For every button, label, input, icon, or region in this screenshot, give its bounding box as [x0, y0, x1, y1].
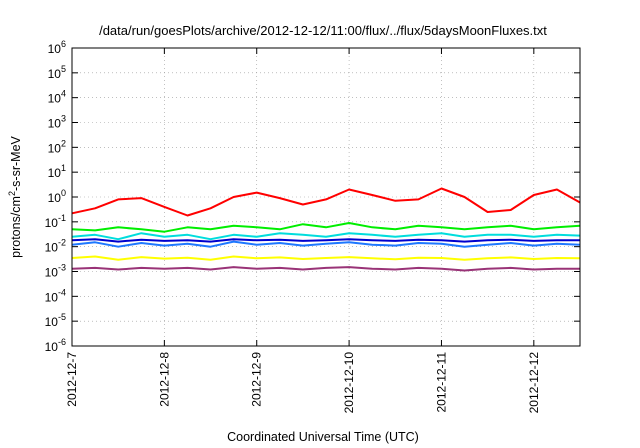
y-tick-label: 10-1	[45, 213, 66, 230]
x-tick-label: 2012-12-9	[250, 352, 264, 407]
svg-text:protons/cm2-s-sr-MeV: protons/cm2-s-sr-MeV	[7, 135, 23, 257]
plot-frame	[71, 47, 581, 347]
x-tick-label: 2012-12-7	[65, 352, 79, 407]
y-tick-label: 106	[48, 39, 66, 56]
y-tick-label: 10-4	[45, 287, 66, 304]
y-tick-label: 102	[48, 138, 66, 155]
y-tick-label: 104	[48, 89, 66, 106]
series-line-4	[71, 240, 581, 248]
y-tick-label: 10-5	[45, 312, 66, 329]
series-line-3	[71, 232, 581, 241]
x-tick-label: 2012-12-11	[434, 352, 448, 413]
grid-lines	[72, 48, 580, 346]
series-line-5	[71, 238, 580, 243]
series-line-7	[71, 266, 580, 272]
y-axis-label: protons/cm2-s-sr-MeV	[7, 135, 23, 257]
x-axis-label: Coordinated Universal Time (UTC)	[227, 430, 419, 444]
series-line-6	[71, 255, 581, 261]
y-tick-label: 105	[48, 64, 66, 81]
chart-title: /data/run/goesPlots/archive/2012-12-12/1…	[99, 23, 547, 38]
y-tick-label: 103	[48, 114, 66, 131]
series-line-2	[71, 222, 581, 233]
ylabel-main: protons/cm	[9, 196, 23, 258]
y-tick-label: 10-3	[45, 263, 66, 280]
x-tick-label: 2012-12-10	[342, 352, 356, 414]
y-tick-label: 10-2	[45, 238, 66, 255]
y-tick-label: 101	[48, 163, 66, 180]
series-line-1	[71, 187, 581, 217]
data-series	[71, 187, 581, 272]
x-tick-label: 2012-12-8	[157, 352, 171, 407]
ylabel-rest: -s-sr-MeV	[9, 135, 23, 191]
y-tick-label: 10-6	[45, 337, 66, 354]
y-tick-label: 100	[48, 188, 66, 205]
ylabel-sup: 2	[7, 191, 17, 196]
x-tick-label: 2012-12-12	[527, 352, 541, 414]
axis-ticks: 10-6 10-5 10-4 10-3 10-2 10-1 100 101 102 103 104 1…	[45, 39, 580, 413]
